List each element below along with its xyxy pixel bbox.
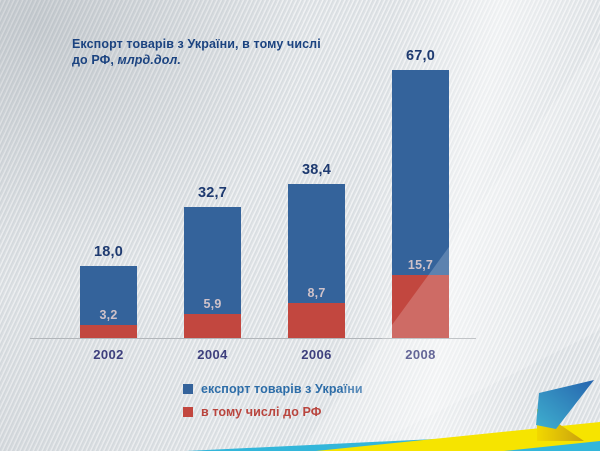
legend-swatch-red-icon xyxy=(183,406,193,417)
rf-segment xyxy=(184,314,241,338)
export-bar: 3,2 xyxy=(80,266,137,338)
year-label: 2004 xyxy=(197,347,228,362)
rf-segment xyxy=(392,275,449,338)
chart-title: Експорт товарів з України, в тому числі … xyxy=(72,36,392,69)
legend-label-rf: в тому числі до РФ xyxy=(201,404,322,419)
legend-swatch-blue-icon xyxy=(183,383,193,394)
year-label: 2002 xyxy=(93,347,124,362)
total-value-label: 18,0 xyxy=(93,244,124,260)
rf-value-label: 3,2 xyxy=(99,308,118,323)
legend-label-exports: експорт товарів з України xyxy=(201,381,363,396)
year-label: 2008 xyxy=(405,347,436,362)
rf-value-label: 15,7 xyxy=(407,258,434,273)
total-value-label: 32,7 xyxy=(197,185,228,202)
chart-title-units: млрд.дол. xyxy=(117,53,181,68)
legend-item-rf: в тому числі до РФ xyxy=(183,404,363,419)
total-value-label: 38,4 xyxy=(301,162,332,179)
legend: експорт товарів з України в тому числі д… xyxy=(183,381,363,427)
rf-value-label: 8,7 xyxy=(307,286,326,301)
chart-title-line1: Експорт товарів з України, в тому числі xyxy=(72,37,321,51)
export-bar: 8,7 xyxy=(288,184,345,338)
export-bar: 5,9 xyxy=(184,207,241,338)
rf-value-label: 5,9 xyxy=(203,297,222,312)
chart-title-line2: до РФ, xyxy=(72,53,118,68)
year-label: 2006 xyxy=(301,347,332,362)
export-bar: 15,7 xyxy=(392,70,449,338)
rf-segment xyxy=(288,303,345,338)
x-axis-line xyxy=(30,338,476,339)
total-value-label: 67,0 xyxy=(405,48,436,64)
rf-segment xyxy=(80,325,137,338)
legend-item-exports: експорт товарів з України xyxy=(183,381,363,396)
